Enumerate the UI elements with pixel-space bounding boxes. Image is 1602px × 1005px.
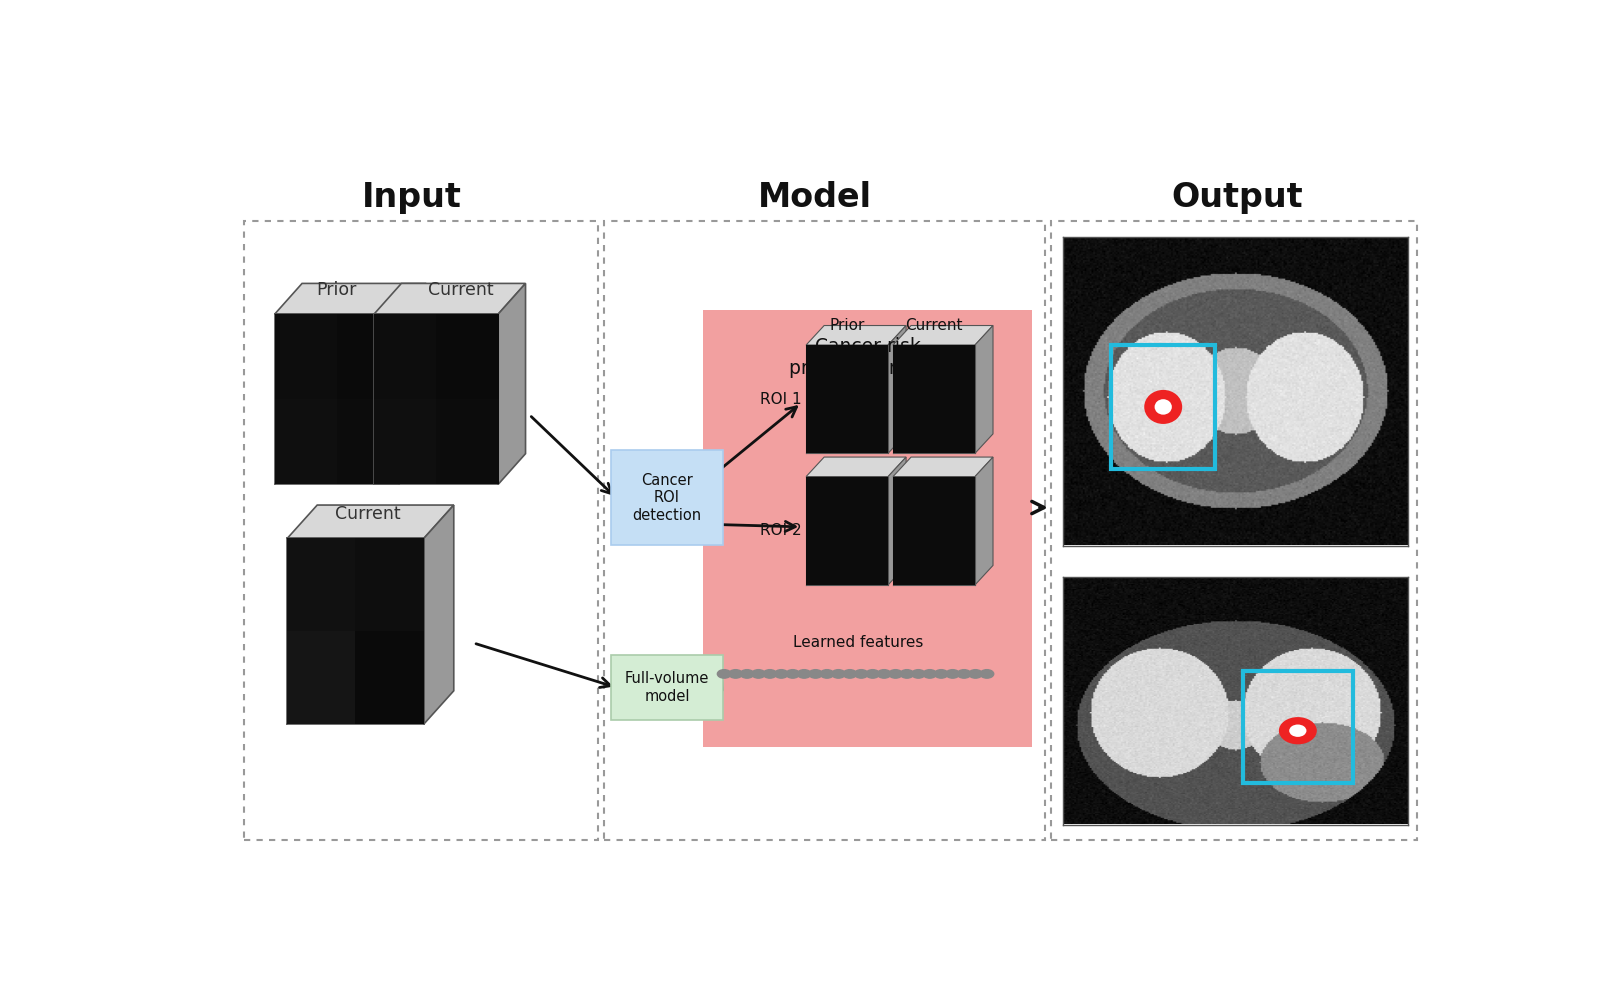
- Circle shape: [718, 669, 731, 678]
- Text: Model: Model: [758, 182, 871, 214]
- Polygon shape: [888, 457, 907, 585]
- Text: ROI 2: ROI 2: [759, 524, 801, 539]
- Polygon shape: [892, 326, 993, 345]
- Polygon shape: [276, 283, 426, 314]
- Polygon shape: [806, 457, 907, 476]
- Circle shape: [889, 669, 902, 678]
- Circle shape: [969, 669, 982, 678]
- Circle shape: [980, 669, 993, 678]
- Circle shape: [843, 669, 857, 678]
- Text: Input: Input: [362, 182, 461, 214]
- Polygon shape: [976, 326, 993, 453]
- Circle shape: [900, 669, 913, 678]
- Polygon shape: [423, 506, 453, 725]
- Text: Current: Current: [905, 319, 963, 334]
- Text: • LUMAS risk bucket: • LUMAS risk bucket: [1067, 308, 1250, 326]
- Circle shape: [923, 669, 937, 678]
- Text: Cancer
ROI
detection: Cancer ROI detection: [633, 473, 702, 523]
- Circle shape: [865, 669, 879, 678]
- Text: Current: Current: [335, 505, 400, 523]
- Circle shape: [958, 669, 971, 678]
- Circle shape: [831, 669, 846, 678]
- Circle shape: [787, 669, 799, 678]
- Circle shape: [878, 669, 891, 678]
- Polygon shape: [375, 283, 525, 314]
- Text: • Malignancy probability: • Malignancy probability: [1067, 254, 1288, 272]
- Bar: [1243, 671, 1354, 783]
- FancyBboxPatch shape: [612, 450, 723, 546]
- Circle shape: [763, 669, 777, 678]
- Polygon shape: [287, 506, 453, 539]
- Text: Current: Current: [428, 280, 493, 298]
- Circle shape: [1144, 390, 1182, 424]
- Polygon shape: [976, 457, 993, 585]
- Circle shape: [945, 669, 960, 678]
- Polygon shape: [892, 457, 993, 476]
- Circle shape: [751, 669, 766, 678]
- Text: • Cancer localization: • Cancer localization: [1067, 360, 1254, 378]
- Circle shape: [1155, 399, 1171, 415]
- Circle shape: [740, 669, 755, 678]
- Polygon shape: [806, 326, 907, 345]
- Circle shape: [820, 669, 833, 678]
- Circle shape: [798, 669, 811, 678]
- Circle shape: [1290, 725, 1307, 737]
- FancyBboxPatch shape: [703, 311, 1032, 748]
- Text: Full-volume
model: Full-volume model: [625, 671, 710, 704]
- Text: Cancer risk
prediction model: Cancer risk prediction model: [788, 338, 947, 378]
- Circle shape: [809, 669, 822, 678]
- Text: ROI 1: ROI 1: [759, 392, 801, 407]
- Text: Prior: Prior: [317, 280, 357, 298]
- Circle shape: [1278, 718, 1317, 745]
- Circle shape: [934, 669, 948, 678]
- Circle shape: [854, 669, 868, 678]
- Circle shape: [912, 669, 926, 678]
- Text: Output: Output: [1171, 182, 1302, 214]
- Text: Prior: Prior: [830, 319, 865, 334]
- Polygon shape: [399, 283, 426, 484]
- Circle shape: [729, 669, 742, 678]
- Text: Learned features: Learned features: [793, 635, 923, 650]
- Bar: [1112, 345, 1214, 468]
- FancyBboxPatch shape: [612, 655, 723, 720]
- Polygon shape: [888, 326, 907, 453]
- Circle shape: [774, 669, 788, 678]
- Polygon shape: [498, 283, 525, 484]
